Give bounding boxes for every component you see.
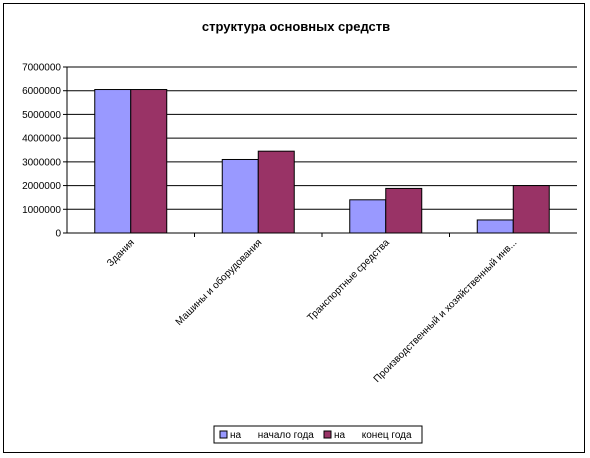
chart-svg: структура основных средств 0 1000000 20000… (22, 19, 577, 444)
y-axis: 0 1000000 2000000 3000000 4000000 5000000 6000… (22, 63, 68, 240)
y-tick-label: 2000000 (22, 181, 61, 192)
y-tick-label: 5000000 (22, 110, 61, 121)
bar-start-2 (349, 199, 387, 234)
legend-label-1: на конец года (334, 430, 412, 441)
x-category-label: Транспортные средства (305, 237, 392, 324)
bar-end-0 (130, 89, 168, 234)
bar-start-0 (94, 89, 132, 234)
y-tick-label: 3000000 (22, 157, 61, 168)
y-tick-label: 1000000 (22, 205, 61, 216)
bar-end-1 (257, 150, 295, 234)
legend-label-0: на начало года (230, 430, 314, 441)
y-tick-label: 4000000 (22, 134, 61, 145)
bar-end-2 (385, 187, 423, 234)
legend-swatch-1 (323, 430, 332, 439)
chart-frame: структура основных средств 0 1000000 20000… (3, 3, 585, 453)
y-tick-label: 0 (55, 229, 61, 240)
y-tick-label: 7000000 (22, 63, 61, 74)
x-category-label: Производственный и хозяйственный инв... (372, 237, 520, 385)
bar-end-3 (512, 185, 550, 234)
x-axis: Здания Машины и оборудования Транспортные … (67, 232, 577, 385)
x-category-label: Здания (105, 237, 137, 269)
legend-box (213, 425, 423, 444)
legend-swatch-0 (219, 430, 228, 439)
chart-title: структура основных средств (202, 19, 390, 34)
legend: на начало года на конец года (213, 425, 423, 444)
y-tick-label: 6000000 (22, 86, 61, 97)
bar-start-3 (476, 219, 514, 234)
x-category-label: Машины и оборудования (173, 237, 264, 328)
bar-start-1 (221, 158, 259, 234)
